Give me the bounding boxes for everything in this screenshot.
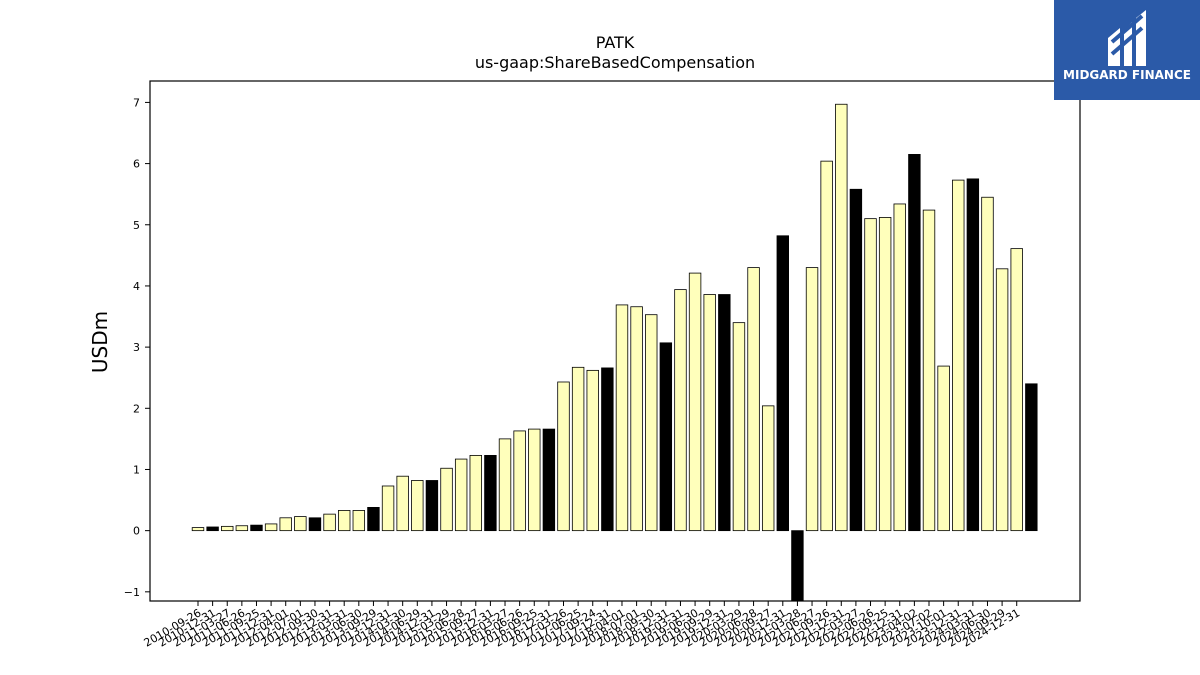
bar-2018-07-01	[630, 306, 643, 532]
y-tick-label: 2	[133, 402, 140, 415]
bar-2011-06-26	[235, 525, 249, 532]
bar-2023-04-02	[908, 154, 921, 532]
bar-2019-03-31	[674, 289, 687, 532]
bar-2021-09-26	[820, 160, 833, 532]
bar-2015-12-31	[484, 454, 497, 532]
bar-2012-12-31	[323, 513, 336, 532]
bar-2013-09-29	[367, 506, 380, 532]
bar-2020-03-29	[732, 322, 746, 532]
midgard-logo-icon	[1102, 8, 1152, 70]
bar-2021-03-28	[791, 530, 804, 602]
plot-area	[191, 103, 1038, 602]
axes: −1012345672010-09-262010-12-312011-03-27…	[124, 80, 1081, 650]
bar-2021-06-27	[805, 267, 819, 532]
bar-2015-06-28	[454, 458, 468, 532]
bar-2020-09-27	[761, 405, 775, 532]
bar-2017-03-26	[557, 381, 570, 532]
bar-2019-09-29	[703, 294, 716, 532]
y-tick-label: 3	[133, 341, 140, 354]
bar-2020-06-28	[747, 267, 760, 532]
bar-2018-04-01	[615, 304, 629, 532]
brand-name: MIDGARD FINANCE	[1063, 68, 1191, 82]
bar-2021-12-31	[835, 103, 848, 532]
bar-2017-12-31	[601, 367, 614, 532]
bar-2024-09-29	[995, 268, 1009, 532]
bar-2010-12-31	[206, 526, 219, 532]
bar-2012-09-30	[308, 517, 322, 532]
bar-2014-06-29	[411, 480, 424, 532]
bar-2020-12-31	[776, 235, 790, 532]
bar-2016-03-27	[498, 438, 512, 532]
bar-2018-12-31	[659, 342, 673, 532]
bar-2011-03-27	[221, 525, 234, 532]
bar-2024-06-30	[981, 196, 994, 532]
bar-undefined	[1025, 383, 1038, 532]
bar-2014-03-30	[396, 475, 409, 532]
chart-title: PATK	[596, 33, 635, 52]
bar-2010-09-26	[191, 527, 205, 532]
y-tick-label: 6	[133, 158, 140, 171]
bar-2013-03-31	[337, 510, 351, 532]
bar-2017-09-24	[586, 369, 599, 532]
y-tick-label: −1	[124, 586, 140, 599]
bar-2024-12-31	[1010, 248, 1023, 532]
bar-2011-09-25	[250, 524, 263, 532]
bar-2023-10-01	[937, 365, 950, 532]
bar-2015-09-27	[469, 454, 482, 532]
bar-2022-03-27	[849, 188, 863, 532]
bar-2022-06-26	[864, 218, 877, 532]
bar-2015-03-29	[440, 467, 453, 532]
bar-2022-12-31	[893, 203, 906, 532]
brand-logo: MIDGARD FINANCE	[1054, 0, 1200, 100]
y-tick-label: 0	[133, 525, 140, 538]
bar-2016-12-31	[542, 428, 556, 532]
bar-2024-03-31	[966, 178, 980, 532]
bar-2012-04-01	[279, 517, 292, 532]
bar-2019-12-31	[718, 294, 731, 532]
y-tick-label: 5	[133, 219, 140, 232]
bar-2016-06-26	[513, 430, 526, 532]
bar-2016-09-25	[528, 428, 541, 532]
y-tick-label: 1	[133, 463, 140, 476]
y-tick-label: 7	[133, 96, 140, 109]
bar-2023-07-02	[922, 209, 936, 532]
chart-subtitle: us-gaap:ShareBasedCompensation	[475, 53, 755, 72]
bar-2013-06-30	[352, 510, 366, 532]
bar-2023-12-31	[952, 179, 965, 532]
y-axis-label: USDm	[88, 311, 112, 373]
plot-frame	[149, 80, 1081, 602]
bar-2014-12-31	[425, 480, 439, 532]
bar-2022-09-25	[878, 217, 892, 532]
bar-2017-06-25	[571, 366, 585, 532]
bar-2018-09-30	[645, 314, 658, 532]
bar-2013-12-31	[381, 485, 395, 532]
bar-2012-07-01	[294, 516, 307, 532]
bar-2019-06-30	[688, 272, 702, 532]
y-tick-label: 4	[133, 280, 140, 293]
bar-2011-12-31	[264, 523, 278, 532]
